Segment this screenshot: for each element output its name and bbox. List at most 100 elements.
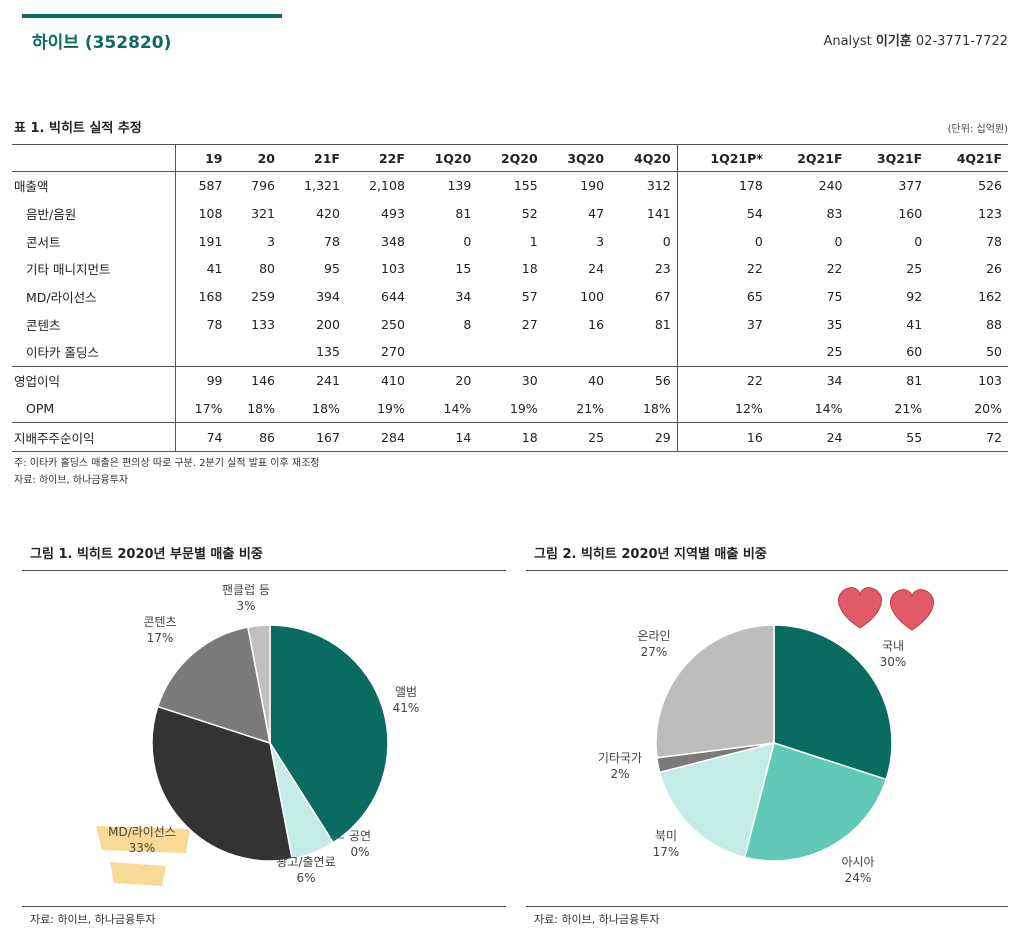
table-cell: 72 [928, 422, 1008, 452]
table-cell: 22 [676, 365, 769, 395]
table-cell: 22 [826, 261, 843, 277]
table-cell: 14% [814, 400, 843, 416]
table-cell: 348 [381, 233, 405, 249]
table-cell: 14% [443, 400, 472, 416]
table-cell: 41 [206, 261, 223, 277]
table-cell: 0 [676, 227, 769, 256]
heart-decoration-right [889, 589, 935, 631]
table-column-header: 2Q21F [768, 144, 849, 172]
table-row: 이타카 홀딩스 135 270 25 60 50 [12, 338, 1008, 367]
row-label: 콘텐츠 [12, 310, 176, 339]
table-cell: 81 [848, 365, 929, 395]
table-cell: 83 [826, 206, 843, 222]
table-cell: 100 [580, 289, 605, 305]
row-label: 음반/음원 [12, 199, 176, 228]
pie-chart-segments [151, 624, 389, 862]
pie-value-label: 17% [147, 631, 174, 645]
table-row: 지배주주순이익 74 86 167 284 14 18 25 29 16 24 55 72 [12, 422, 1008, 452]
table-cell: 394 [316, 289, 340, 305]
table-cell: 123 [978, 206, 1002, 222]
table-row: 음반/음원 108 321 420 493 81 52 47 141 54 83 160 123 [12, 199, 1008, 228]
table-cell: 15 [455, 261, 472, 277]
row-label: 영업이익 [12, 365, 176, 395]
table-cell: 18 [477, 422, 544, 452]
company-title: 하이브 (352820) [32, 33, 172, 53]
table-cell: 3 [267, 233, 275, 249]
table-cell: 12% [676, 394, 769, 423]
table-cell: 410 [345, 365, 411, 395]
table-cell: 24 [588, 261, 605, 277]
pie-slice [773, 624, 893, 781]
table-cell: 493 [381, 206, 405, 222]
table-cell: 34 [455, 289, 472, 305]
table-cell: 141 [646, 206, 671, 222]
table-cell: 2,108 [369, 178, 405, 194]
row-label: 콘서트 [12, 227, 176, 256]
pie-slice [743, 742, 888, 862]
table-cell: 41 [906, 316, 923, 332]
table-cell: 35 [826, 316, 843, 332]
table-cell: 86 [228, 422, 281, 452]
analyst-label: Analyst [823, 34, 872, 49]
table-cell: 18% [312, 400, 340, 416]
row-label: 기타 매니지먼트 [12, 255, 176, 283]
table-cell: 54 [676, 199, 769, 228]
table-row: 콘텐츠 78 133 200 250 8 27 16 81 37 35 41 88 [12, 310, 1008, 339]
pie-slice [156, 626, 271, 745]
table-cell: 21% [894, 400, 923, 416]
table-cell: 312 [646, 178, 671, 194]
table-column-header: 20 [228, 144, 281, 172]
table-cell: 25 [826, 344, 843, 360]
table-cell: 0 [463, 233, 472, 249]
table-cell: 78 [324, 233, 340, 249]
table-cell: 8 [463, 316, 472, 332]
pie-value-label: 41% [393, 701, 420, 715]
table-cell: 0 [914, 233, 923, 249]
table-cell: 75 [826, 289, 843, 305]
table-cell: 29 [610, 422, 678, 452]
table-cell: 146 [228, 365, 281, 395]
table-cell: 81 [654, 316, 671, 332]
pie-category-label: 기타국가 [598, 751, 642, 765]
table-cell: 67 [654, 289, 671, 305]
figure1-bottom-rule [22, 906, 506, 907]
pie-category-label: 북미 [655, 829, 677, 843]
table-cell: 135 [316, 344, 340, 360]
table-cell: 103 [928, 365, 1008, 395]
table-title: 표 1. 빅히트 실적 추정 [14, 121, 142, 136]
table-cell: 17% [194, 400, 223, 416]
table-cell: 178 [676, 171, 769, 200]
table-cell: 55 [848, 422, 929, 452]
table-cell: 16 [588, 316, 605, 332]
table-cell: 80 [259, 261, 275, 277]
figure1-source: 자료: 하이브, 하나금융투자 [30, 913, 156, 926]
table-cell: 796 [251, 178, 275, 194]
table-cell: 190 [580, 178, 605, 194]
row-label: 매출액 [12, 171, 176, 200]
table-column-header: 4Q21F [928, 144, 1008, 172]
table-cell: 56 [610, 365, 678, 395]
table-cell: 420 [316, 206, 340, 222]
table-cell: 47 [588, 206, 605, 222]
pie-category-label: 온라인 [637, 629, 670, 643]
pie-value-label: 0% [350, 845, 369, 859]
table-cell: 24 [768, 422, 849, 452]
table-cell: 250 [381, 316, 405, 332]
analyst-name: 이기훈 [875, 34, 912, 49]
table-cell: 270 [381, 344, 405, 360]
figure1-top-rule [22, 570, 506, 571]
pie-slice [151, 705, 293, 862]
table-cell: 167 [281, 422, 346, 452]
table-cell: 241 [281, 365, 346, 395]
table-column-header: 19 [175, 144, 229, 172]
table-cell: 37 [676, 310, 769, 339]
table-cell: 40 [543, 365, 611, 395]
table-cell: 25 [543, 422, 611, 452]
table-header-row: 19 20 21F 22F 1Q20 2Q20 3Q20 4Q20 1Q21P* 2Q21F 3Q2… [12, 144, 1008, 172]
pie-value-label: 30% [880, 655, 907, 669]
row-label: 지배주주순이익 [12, 422, 176, 452]
table-cell: 23 [654, 261, 671, 277]
figure2-top-rule [526, 570, 1008, 571]
table-cell: 57 [521, 289, 538, 305]
table-cell: 78 [206, 316, 223, 332]
